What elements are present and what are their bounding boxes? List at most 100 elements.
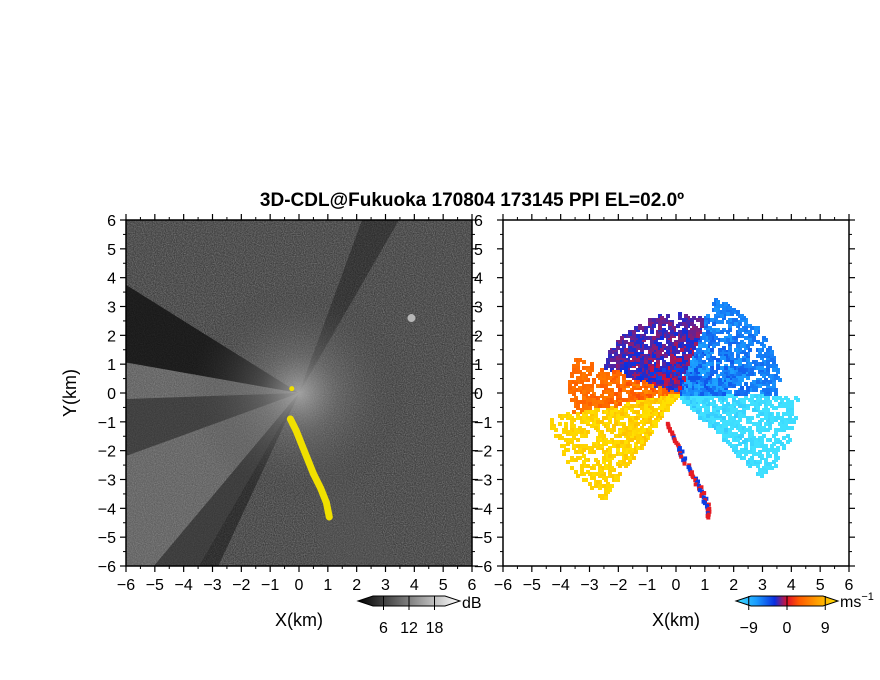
velocity-pixel [764,428,768,432]
velocity-pixel [658,326,662,330]
velocity-pixel [740,314,744,318]
velocity-pixel [738,404,742,408]
velocity-pixel [658,322,662,326]
velocity-pixel [766,360,770,364]
y-tick-label-right: −4 [474,501,492,518]
snr-x-axis-label: X(km) [275,610,323,630]
velocity-pixel [678,338,682,342]
velocity-pixel [644,406,648,410]
y-tick-label-right: 3 [474,300,483,317]
velocity-pixel [636,434,640,438]
velocity-pixel [610,406,614,410]
velocity-pixel [750,368,754,372]
y-tick-label: 5 [107,242,116,259]
velocity-pixel [756,380,760,384]
velocity-pixel [580,434,584,438]
velocity-colorbar-unit-base: ms [840,594,861,611]
velocity-pixel [688,368,692,372]
velocity-pixel [642,380,646,384]
velocity-pixel [728,382,732,386]
velocity-pixel [686,344,690,348]
x-tick-label: 3 [758,577,767,594]
velocity-pixel [658,376,662,380]
velocity-pixel [628,332,632,336]
velocity-pixel [692,398,696,402]
velocity-trail-pixel [699,485,704,490]
velocity-pixel [658,390,662,394]
velocity-pixel [608,382,612,386]
velocity-pixel [710,348,714,352]
velocity-pixel [718,392,722,396]
velocity-pixel [726,358,730,362]
velocity-pixel [728,348,732,352]
velocity-pixel [644,360,648,364]
velocity-pixel [654,412,658,416]
velocity-pixel [742,370,746,374]
velocity-pixel [720,366,724,370]
velocity-pixel [714,378,718,382]
velocity-pixel [770,444,774,448]
x-tick-label: −3 [580,577,598,594]
x-tick-label: −5 [146,577,164,594]
velocity-pixel [752,408,756,412]
velocity-pixel [588,446,592,450]
velocity-pixel [682,376,686,380]
velocity-pixel [762,374,766,378]
velocity-pixel [712,322,716,326]
velocity-pixel [618,388,622,392]
velocity-axis-ticks: −6 −5 −4 −3 −2 −1 0 1 2 3 4 5 6 [494,214,855,594]
velocity-pixel [698,416,702,420]
velocity-pixel [760,354,764,358]
velocity-trail-pixel [680,449,685,454]
velocity-pixel [748,372,752,376]
velocity-pixel [760,440,764,444]
velocity-pixel [600,394,604,398]
velocity-pixel [630,438,634,442]
velocity-pixel [744,364,748,368]
velocity-pixel [746,388,750,392]
velocity-pixel [760,366,764,370]
velocity-pixel [748,348,752,352]
snr-colorbar-unit: dB [462,595,482,612]
velocity-pixel [740,434,744,438]
velocity-pixel [606,484,610,488]
velocity-pixel [762,470,766,474]
velocity-pixel [764,416,768,420]
velocity-pixel [734,378,738,382]
velocity-pixel [650,330,654,334]
velocity-pixel [682,336,686,340]
y-tick-label: 0 [107,386,116,403]
velocity-pixel [654,368,658,372]
velocity-pixel [590,410,594,414]
velocity-pixel [750,416,754,420]
velocity-pixel [588,482,592,486]
velocity-trail-pixel [696,483,701,488]
velocity-pixel [652,392,656,396]
velocity-pixel [610,410,614,414]
snr-yellow-dot [289,386,295,392]
velocity-pixel [570,420,574,424]
velocity-pixel [676,324,680,328]
velocity-pixel [674,388,678,392]
velocity-panel: −6 −5 −4 −3 −2 −1 0 1 2 3 4 5 6 X(km) −9 0 9 ms−1 [494,214,874,637]
velocity-pixel [742,342,746,346]
velocity-pixel [648,420,652,424]
velocity-pixel [738,372,742,376]
velocity-pixel [786,400,790,404]
x-tick-label: −1 [638,577,656,594]
colorbar-tick-label: 9 [821,620,830,637]
velocity-pixel [670,366,674,370]
velocity-pixel [626,436,630,440]
velocity-x-axis-label: X(km) [652,610,700,630]
velocity-pixel [710,370,714,374]
velocity-trail-pixel [699,489,704,494]
velocity-pixel [570,466,574,470]
velocity-pixel [622,460,626,464]
velocity-pixel [660,406,664,410]
velocity-pixel [690,344,694,348]
velocity-pixel [786,404,790,408]
velocity-pixel [756,414,760,418]
velocity-pixel [786,440,790,444]
velocity-pixel [624,348,628,352]
velocity-pixel [622,388,626,392]
